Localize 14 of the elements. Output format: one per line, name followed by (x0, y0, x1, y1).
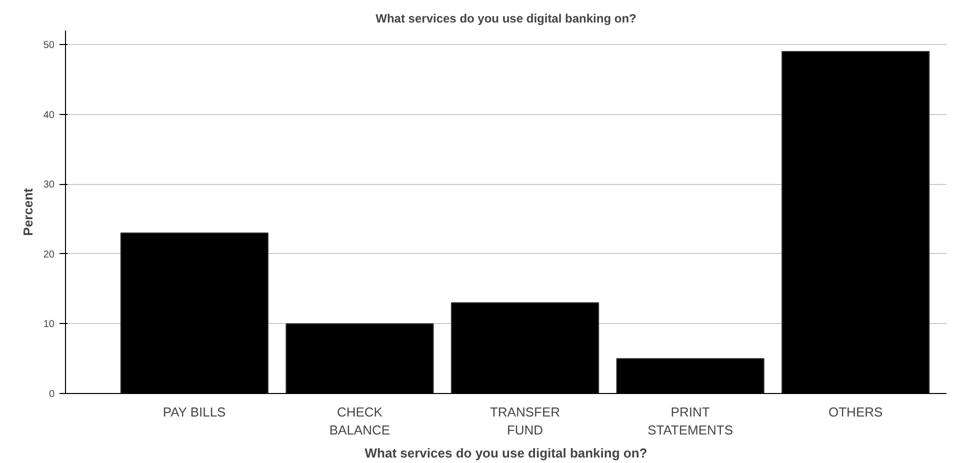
y-tick-label: 40 (43, 110, 55, 121)
y-tick-label: 0 (48, 389, 55, 400)
y-tick-label: 10 (43, 319, 55, 330)
chart-title: What services do you use digital banking on? (376, 12, 636, 26)
x-tick-label: PAY BILLS (162, 404, 226, 420)
y-tick-label: 30 (43, 180, 55, 191)
y-axis-title: Percent (20, 187, 36, 236)
x-tick-label: PRINT STATEMENTS (648, 404, 734, 438)
x-axis-title: What services do you use digital banking on? (364, 446, 648, 460)
y-tick-label: 50 (43, 40, 55, 51)
x-tick-label: TRANSFER FUND (490, 404, 560, 438)
y-tick-label: 20 (43, 249, 55, 260)
x-tick-label: OTHERS (828, 404, 884, 420)
x-tick-label: CHECK BALANCE (329, 404, 390, 438)
